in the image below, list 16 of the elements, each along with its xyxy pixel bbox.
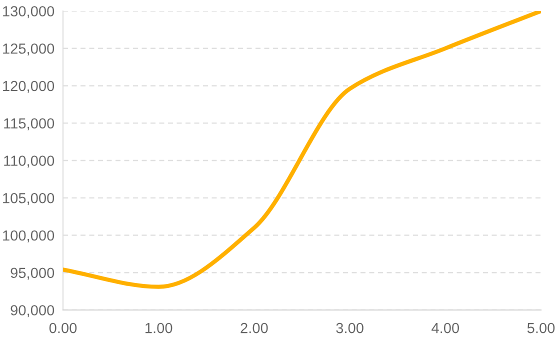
x-tick-label: 5.00 bbox=[527, 322, 555, 334]
x-tick-label: 3.00 bbox=[336, 322, 364, 334]
y-tick-label: 95,000 bbox=[10, 268, 54, 280]
x-tick-label: 1.00 bbox=[146, 322, 172, 334]
x-tick-label: 0.00 bbox=[49, 322, 77, 334]
y-tick-label: 110,000 bbox=[4, 156, 54, 168]
y-tick-label: 115,000 bbox=[4, 118, 54, 130]
y-tick-label: 90,000 bbox=[10, 305, 54, 318]
y-tick-label: 120,000 bbox=[3, 80, 54, 93]
y-tick-label: 100,000 bbox=[3, 230, 54, 242]
y-tick-label: 130,000 bbox=[3, 6, 54, 18]
x-tick-label: 4.00 bbox=[432, 322, 460, 334]
y-tick-label: 125,000 bbox=[3, 43, 54, 56]
y-tick-label: 105,000 bbox=[3, 192, 54, 206]
line-series bbox=[63, 11, 541, 289]
x-tick-label: 2.00 bbox=[240, 322, 268, 334]
